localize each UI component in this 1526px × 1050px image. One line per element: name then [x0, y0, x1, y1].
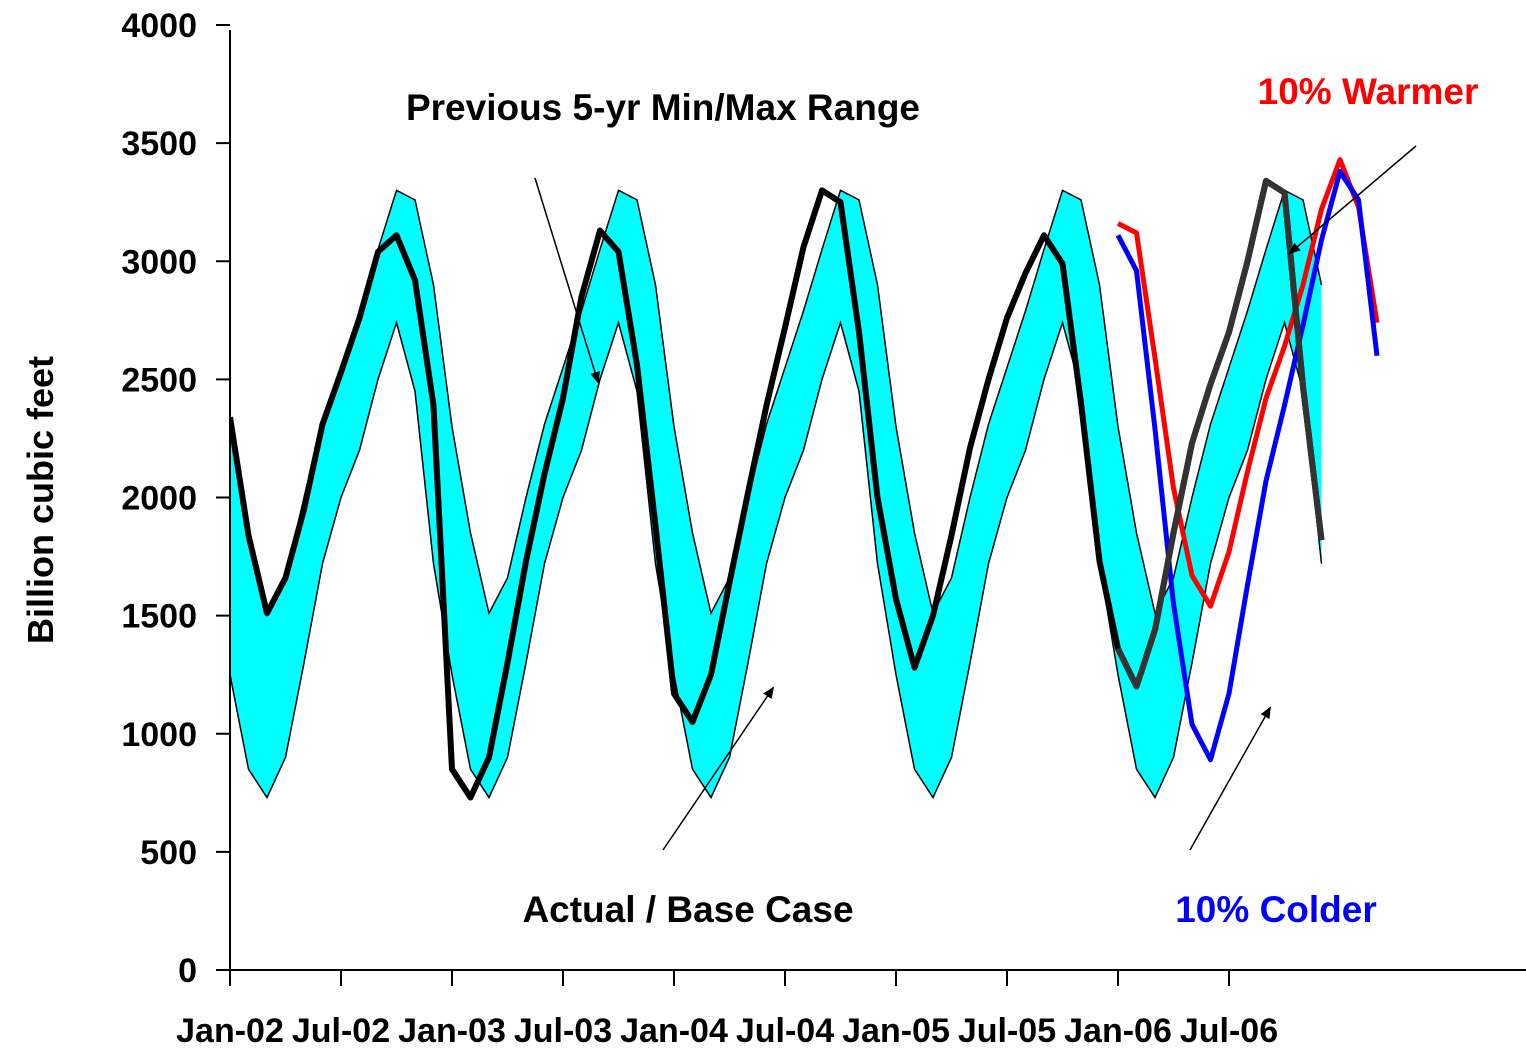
series-line-base-forecast	[1115, 177, 1325, 690]
x-tick-label: Jul-05	[958, 1012, 1056, 1050]
plot-area	[230, 157, 1380, 801]
y-tick-label: 0	[178, 952, 197, 990]
series-line-10-warmer	[1116, 157, 1380, 609]
range-max-line	[230, 189, 1323, 616]
x-tick-label: Jan-05	[842, 1012, 950, 1050]
x-tick-label: Jul-03	[514, 1012, 612, 1050]
y-tick-label: 2000	[121, 480, 197, 518]
y-tick-label: 3000	[121, 243, 197, 281]
y-tick-label: 1000	[121, 716, 197, 754]
colder-annotation: 10% Colder	[1175, 889, 1377, 930]
base-annotation: Actual / Base Case	[522, 889, 853, 930]
y-tick-label: 2500	[121, 361, 197, 399]
warmer-arrow	[1288, 145, 1417, 255]
warmer-annotation: 10% Warmer	[1258, 71, 1479, 112]
range-min-line	[230, 320, 1323, 800]
y-tick-label: 3500	[121, 125, 197, 163]
range-arrow	[534, 177, 600, 384]
axes	[216, 24, 1526, 986]
y-tick-label: 4000	[121, 7, 197, 45]
y-tick-label: 1500	[121, 598, 197, 636]
x-tick-label: Jan-03	[398, 1012, 506, 1050]
range-band	[230, 190, 1322, 798]
x-tick-label: Jan-04	[620, 1012, 728, 1050]
y-axis-title: Billion cubic feet	[20, 356, 61, 644]
series-line-10-colder	[1115, 168, 1380, 763]
x-tick-label: Jan-06	[1064, 1012, 1172, 1050]
y-tick-label: 500	[140, 834, 197, 872]
base-arrow	[662, 686, 775, 851]
x-tick-label: Jul-04	[736, 1012, 834, 1050]
x-tick-label: Jan-02	[176, 1012, 284, 1050]
x-tick-label: Jul-02	[292, 1012, 390, 1050]
x-tick-label: Jul-06	[1180, 1012, 1278, 1050]
colder-arrow	[1189, 706, 1271, 851]
range-annotation: Previous 5-yr Min/Max Range	[406, 87, 920, 128]
